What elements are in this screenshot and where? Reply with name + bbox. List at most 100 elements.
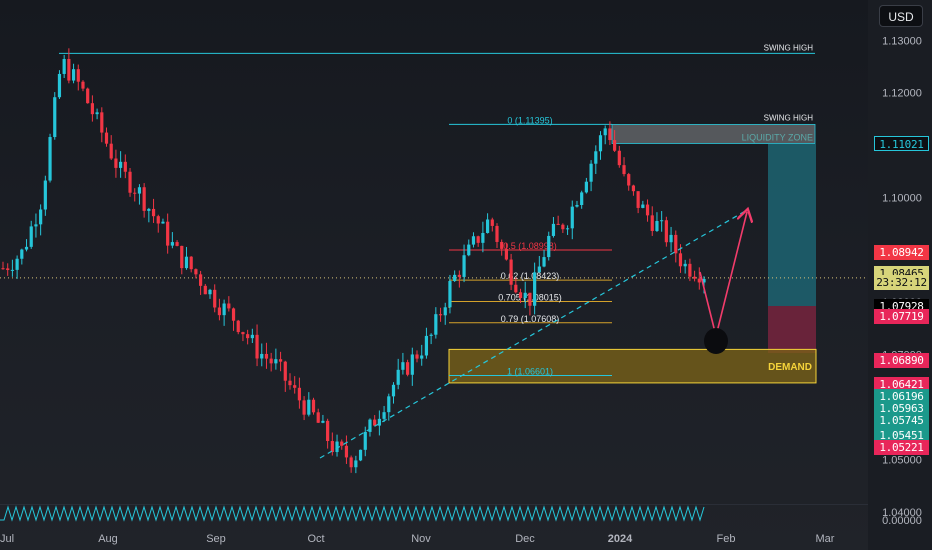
candle-body <box>316 412 320 423</box>
price-tag: 1.06196 <box>874 389 929 405</box>
candle-body <box>683 263 687 267</box>
candle-body <box>443 307 447 316</box>
currency-button[interactable]: USD <box>879 5 923 27</box>
candle-body <box>250 334 254 339</box>
x-tick-label: Jul <box>0 533 14 545</box>
candle-body <box>260 353 264 359</box>
ascending-trendline <box>319 209 748 459</box>
indicator-tick-label: 0.00000 <box>882 515 922 527</box>
candle-body <box>547 235 551 258</box>
y-tick-label: 1.05000 <box>882 454 922 466</box>
stop-area <box>768 306 816 354</box>
y-tick-label: 1.04000 <box>882 507 922 519</box>
fib-level-label: 0 (1.11395) <box>507 115 552 125</box>
candle-body <box>128 171 132 193</box>
candle-body <box>29 226 33 247</box>
candle-body <box>438 314 443 316</box>
candle-body <box>15 258 19 270</box>
candle-body <box>485 219 490 233</box>
candle-body <box>598 135 603 152</box>
candle-body <box>377 418 381 426</box>
liquidity-zone <box>611 124 816 144</box>
candle-body <box>161 221 165 224</box>
indicator-separator <box>0 504 868 505</box>
y-tick-label: 1.12000 <box>882 88 922 100</box>
candle-body <box>48 137 52 181</box>
candle-body <box>542 257 546 267</box>
candle-body <box>420 355 424 359</box>
candle-body <box>476 236 480 243</box>
candle-body <box>702 278 706 283</box>
candle-body <box>358 449 363 461</box>
candle-body <box>34 224 38 227</box>
price-tag: 1.07719 <box>874 309 929 325</box>
candle-body <box>142 187 146 211</box>
candle-body <box>622 165 626 175</box>
candle-body <box>43 180 47 210</box>
candle-body <box>246 334 250 339</box>
candle-body <box>255 334 259 359</box>
candle-body <box>584 181 588 193</box>
candle-body <box>631 185 636 192</box>
candle-body <box>90 103 94 115</box>
x-tick-label: Mar <box>816 533 835 545</box>
price-tag: 1.05963 <box>874 401 929 417</box>
price-tag: 1.05221 <box>874 440 929 456</box>
candle-body <box>180 245 184 269</box>
candle-body <box>278 359 283 362</box>
price-tag: 1.06421 <box>874 377 929 393</box>
candle-body <box>580 192 584 205</box>
price-tag: 1.11021 <box>874 136 929 152</box>
fib-level-label: 0.62 (1.08423) <box>501 271 560 281</box>
candle-body <box>500 241 504 249</box>
candle-body <box>669 234 673 243</box>
candle-body <box>222 303 226 316</box>
candle-body <box>509 259 513 285</box>
candle-body <box>288 380 292 386</box>
candle-body <box>39 209 43 225</box>
candle-body <box>194 269 198 275</box>
candle-body <box>462 255 466 277</box>
candle-body <box>603 128 607 136</box>
candle-body <box>556 223 560 225</box>
candle-body <box>293 385 297 388</box>
candle-body <box>297 387 301 401</box>
y-tick-label: 1.10000 <box>882 192 922 204</box>
x-tick-label: Feb <box>717 533 736 545</box>
candle-body <box>627 174 631 186</box>
candle-body <box>81 81 85 89</box>
candle-body <box>678 253 683 267</box>
candle-body <box>617 150 621 166</box>
candle-body <box>537 266 541 273</box>
candle-body <box>67 58 71 81</box>
candle-body <box>100 112 104 133</box>
candle-body <box>104 132 109 144</box>
candle-body <box>523 292 527 299</box>
candle-body <box>330 441 334 453</box>
candle-body <box>156 216 160 224</box>
candle-body <box>448 281 452 308</box>
candle-body <box>269 358 273 364</box>
candle-body <box>231 308 236 321</box>
candle-body <box>264 353 269 359</box>
candle-body <box>363 431 367 450</box>
candle-body <box>109 143 113 159</box>
candle-body <box>170 242 174 246</box>
candle-body <box>429 334 433 336</box>
candle-body <box>198 274 203 286</box>
swing-high-label-2: SWING HIGH <box>764 113 814 122</box>
target-area <box>768 143 816 307</box>
candle-body <box>302 400 306 415</box>
liquidity-zone-label: LIQUIDITY ZONE <box>742 133 813 143</box>
candle-body <box>137 187 142 194</box>
candle-body <box>434 314 438 335</box>
projection-path <box>699 212 747 337</box>
candle-body <box>453 274 457 282</box>
candle-body <box>335 441 339 453</box>
candle-body <box>166 221 170 246</box>
candle-body <box>401 362 405 370</box>
candle-body <box>119 161 123 168</box>
candle-body <box>133 192 137 194</box>
candle-body <box>575 204 579 207</box>
